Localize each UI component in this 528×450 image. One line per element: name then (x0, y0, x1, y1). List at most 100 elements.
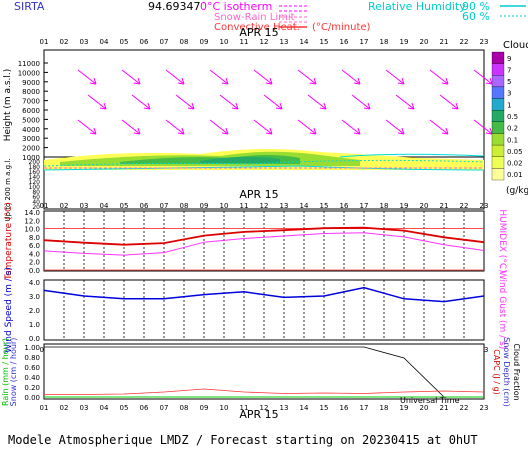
hour-tick-label: 01 (40, 404, 49, 412)
y-tick-label: 1.00 (24, 344, 40, 352)
scale-label: 0.01 (507, 171, 523, 179)
scale-label: 0.02 (507, 160, 523, 168)
convective-unit: (°C/minute) (312, 22, 371, 33)
wind-arrow (209, 69, 229, 85)
wind-arrow-head (363, 102, 371, 110)
y-tick-label: 11000 (18, 60, 40, 68)
scale-swatch (491, 75, 505, 88)
hour-tick-label: 22 (460, 38, 469, 46)
hour-tick-label: 21 (440, 404, 449, 412)
wind-arrow-head (309, 77, 317, 85)
hour-tick-label: 22 (460, 202, 469, 210)
hour-tick-label: 08 (180, 38, 189, 46)
series-line-capc (44, 388, 485, 395)
panel1-date-label: APR 15 (239, 26, 278, 39)
y-tick-label: 40 (32, 199, 40, 206)
panel2-y-ticks: 14.012.010.08.06.04.02.00.0 (24, 209, 40, 275)
series-line-wind-speed (43, 286, 485, 303)
hour-tick-label: 16 (340, 38, 349, 46)
panel2-ylabel: Temperature (°C) (4, 202, 14, 281)
scale-label: 1 (507, 101, 511, 109)
panel3-ylabel-right: Wind Gust (m / s) (497, 271, 507, 349)
wind-arrow-head (177, 127, 185, 135)
hour-tick-label: 21 (440, 38, 449, 46)
y-tick-label: 2000 (22, 145, 40, 153)
hour-labels-top: 01 02 03 04 05 06 07 08 09 10 11 12 13 14 15 16 17 18 19 20… (40, 38, 489, 46)
panel4-ylabel-cloudfrac: Cloud Fraction (512, 343, 521, 400)
hour-tick-label: 12 (260, 404, 269, 412)
wind-arrow (87, 94, 107, 110)
site-name: SIRTA (14, 0, 45, 13)
scale-label: 3 (507, 90, 511, 98)
wind-arrow (165, 69, 185, 85)
hour-tick-label: 10 (220, 404, 229, 412)
wind-arrow-head (309, 127, 317, 135)
hour-tick-label: 18 (380, 202, 389, 210)
wind-arrow (253, 69, 273, 85)
wind-arrow (341, 69, 361, 85)
hour-tick-label: 20 (420, 404, 429, 412)
hour-tick-label: 13 (280, 404, 289, 412)
hour-tick-label: 10 (220, 202, 229, 210)
hour-tick-label: 08 (180, 202, 189, 210)
scale-label: 0.2 (507, 125, 518, 133)
hour-tick-label: 09 (200, 404, 209, 412)
wind-arrow-head (99, 102, 107, 110)
panel3-series (43, 286, 485, 303)
series-line-temperature (43, 226, 485, 246)
y-tick-label: 1000 (22, 154, 40, 162)
wind-arrow-head (89, 77, 97, 85)
panel3-y-ticks: 4.0 3.0 2.0 1.0 0.0 (29, 279, 40, 343)
wind-arrow-head (221, 77, 229, 85)
hour-tick-label: 07 (160, 38, 169, 46)
wind-arrow-head (441, 77, 449, 85)
wind-arrow-head (485, 77, 493, 85)
hour-tick-label: 19 (400, 404, 409, 412)
wind-arrow (253, 119, 273, 135)
scale-swatch (491, 156, 505, 169)
cloud-color-scale: 9 7 5 3 1 0.5 0.2 0.1 0.05 0.02 0.01 (491, 51, 523, 181)
y-tick-label: 3.0 (29, 293, 40, 301)
wind-arrow (429, 119, 449, 135)
scale-swatch (491, 63, 505, 76)
rh-label: Relative Humidity (368, 0, 466, 13)
wind-arrow (351, 94, 371, 110)
coords-value: 94.69347 (148, 0, 201, 13)
y-tick-label: 20 (32, 204, 40, 211)
hour-tick-label: 22 (460, 404, 469, 412)
y-tick-label: 140 (29, 174, 41, 181)
scale-swatch (491, 144, 505, 157)
panel4-ylabel-snow: Snow (cm / hour) (9, 338, 18, 407)
hour-tick-label: 02 (60, 404, 69, 412)
y-tick-label: 10000 (18, 69, 40, 77)
hour-tick-label: 09 (200, 38, 209, 46)
y-tick-label: 4.0 (29, 250, 40, 258)
hour-tick-label: 05 (120, 202, 129, 210)
hour-tick-label: 18 (380, 38, 389, 46)
hour-tick-label: 05 (120, 404, 129, 412)
hour-tick-label: 20 (420, 202, 429, 210)
y-tick-label: 8.0 (29, 234, 40, 242)
panel4-ylabel-capc: CAPC (J / g) (492, 349, 501, 394)
hour-tick-label: 04 (100, 202, 109, 210)
wind-arrow-head (441, 127, 449, 135)
panel3-ylabel: Wind Speed (m / s) (4, 267, 14, 353)
legend-snow-rain: Snow-Rain Limit (214, 12, 295, 23)
y-tick-label: 7000 (22, 98, 40, 106)
scale-label: 0.5 (507, 113, 518, 121)
hour-tick-label: 12 (260, 38, 269, 46)
y-tick-label: 200 (29, 159, 41, 166)
y-tick-label: 5000 (22, 116, 40, 124)
rh-60-label: 60 % (462, 10, 490, 23)
hour-tick-label: 19 (400, 38, 409, 46)
wind-arrow-head (485, 127, 493, 135)
wind-arrow (263, 94, 283, 110)
hour-tick-label: 06 (140, 404, 149, 412)
hour-tick-label: 03 (80, 202, 89, 210)
hour-tick-label: 06 (140, 38, 149, 46)
hour-tick-label: 03 (80, 38, 89, 46)
scale-swatch (491, 51, 505, 64)
